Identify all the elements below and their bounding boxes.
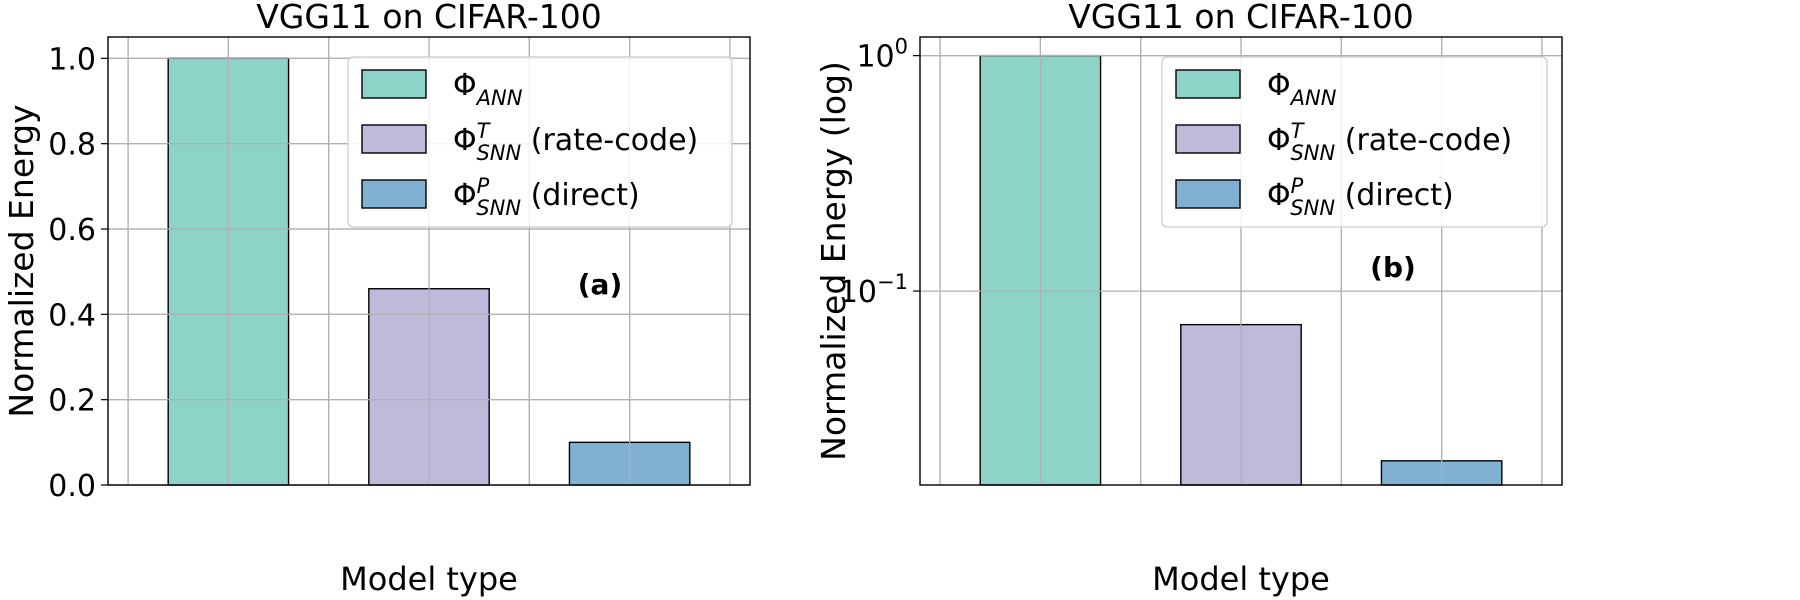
- chart-panel-b: 100 10−1 VGG11 on CIFAR-100 Model type Norma…: [814, 0, 1563, 598]
- y-tick-label: 0.6: [48, 213, 96, 248]
- legend-label: ΦANN: [453, 68, 523, 110]
- x-axis-label: Model type: [340, 560, 518, 598]
- chart-panel-a: 0.0 0.2 0.4 0.6 0.8 1.0 VGG11 on CIFAR-100 Mode…: [2, 0, 751, 598]
- y-tick-label: 0.0: [48, 469, 96, 504]
- legend: ΦANN ΦT SNN (rate-code) ΦP SNN (direct): [347, 56, 733, 228]
- panel-label: (b): [1370, 251, 1416, 284]
- panel-label: (a): [578, 268, 623, 301]
- chart-title: VGG11 on CIFAR-100: [256, 0, 602, 36]
- legend-swatch-ann: [1175, 69, 1241, 99]
- y-tick-label: 0.8: [48, 128, 96, 163]
- y-tick-label: 10−1: [839, 270, 908, 310]
- y-tick-label: 0.4: [48, 298, 96, 333]
- legend-swatch-snn-rate: [1175, 124, 1241, 154]
- legend-box: [347, 56, 733, 228]
- legend-swatch-snn-direct: [1175, 179, 1241, 209]
- legend-label: ΦT SNN (rate-code): [1267, 119, 1512, 165]
- legend-label: ΦP SNN (direct): [453, 174, 640, 220]
- legend-label: ΦT SNN (rate-code): [453, 119, 698, 165]
- plot-frame: [919, 36, 1563, 486]
- legend-label: ΦP SNN (direct): [1267, 174, 1454, 220]
- y-axis-label: Normalized Energy: [2, 104, 41, 417]
- legend: ΦANN ΦT SNN (rate-code) ΦP SNN (direct): [1161, 56, 1548, 228]
- y-axis-label: Normalized Energy (log): [814, 61, 853, 461]
- plot-frame: [107, 36, 751, 486]
- chart-title: VGG11 on CIFAR-100: [1068, 0, 1414, 36]
- legend-swatch-snn-rate: [361, 124, 427, 154]
- legend-swatch-ann: [361, 69, 427, 99]
- x-axis-label: Model type: [1152, 560, 1330, 598]
- y-tick-label: 100: [856, 35, 908, 75]
- legend-label: ΦANN: [1267, 68, 1337, 110]
- legend-swatch-snn-direct: [361, 179, 427, 209]
- y-tick-label: 0.2: [48, 384, 96, 419]
- y-tick-label: 1.0: [48, 42, 96, 77]
- legend-box: [1161, 56, 1548, 228]
